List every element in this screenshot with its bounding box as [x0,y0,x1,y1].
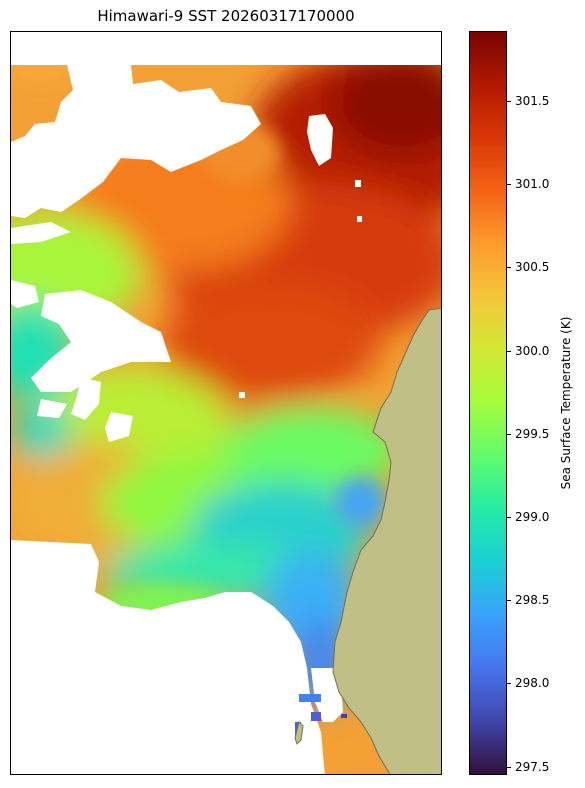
coastline-land [294,307,441,774]
colorbar-tick-mark [507,683,511,684]
colorbar-tick-mark [507,101,511,102]
map-title: Himawari-9 SST 20260317170000 [97,7,355,25]
colorbar-tick-label: 300.0 [515,344,550,358]
colorbar-tick-label: 301.5 [515,94,550,108]
colorbar-tick-mark [507,434,511,435]
colorbar-tick-mark [507,600,511,601]
colorbar-tick-mark [507,767,511,768]
colorbar-tick-label: 297.5 [515,760,550,774]
cloud-mask [11,32,441,774]
sst-map [10,31,442,775]
colorbar-tick-label: 299.5 [515,427,550,441]
colorbar-tick-label: 298.0 [515,676,550,690]
colorbar-tick-mark [507,351,511,352]
colorbar-tick-mark [507,184,511,185]
colorbar-label: Sea Surface Temperature (K) [559,316,573,490]
islet [294,721,304,745]
sst-map-canvas [11,32,441,774]
colorbar-tick-mark [507,267,511,268]
colorbar-tick-label: 300.5 [515,260,550,274]
colorbar-tick-label: 298.5 [515,593,550,607]
sst-field [11,42,441,774]
colorbar-tick-label: 301.0 [515,177,550,191]
colorbar [469,31,507,775]
colorbar-tick-label: 299.0 [515,510,550,524]
colorbar-tick-mark [507,517,511,518]
mainland [332,307,441,774]
